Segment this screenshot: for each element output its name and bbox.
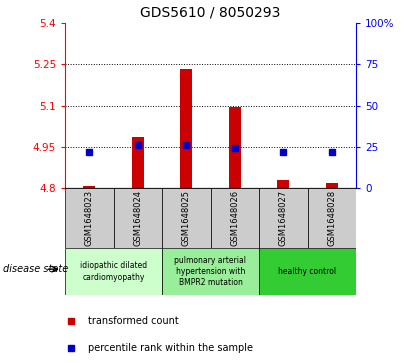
Text: transformed count: transformed count (88, 316, 178, 326)
Text: GSM1648027: GSM1648027 (279, 190, 288, 246)
Text: healthy control: healthy control (278, 267, 337, 276)
Text: GSM1648024: GSM1648024 (133, 190, 142, 246)
Bar (83, 186, 95, 188)
Text: percentile rank within the sample: percentile rank within the sample (88, 343, 253, 353)
Bar (259, 248, 356, 295)
Bar (229, 107, 241, 188)
Text: GSM1648026: GSM1648026 (230, 190, 239, 246)
Text: GSM1648025: GSM1648025 (182, 190, 191, 246)
Bar (307, 188, 356, 248)
Title: GDS5610 / 8050293: GDS5610 / 8050293 (140, 5, 281, 19)
Bar (132, 137, 144, 188)
Bar (326, 183, 338, 188)
Text: pulmonary arterial
hypertension with
BMPR2 mutation: pulmonary arterial hypertension with BMP… (175, 256, 247, 287)
Bar (210, 188, 259, 248)
Bar (180, 69, 192, 188)
Bar (162, 248, 259, 295)
Text: idiopathic dilated
cardiomyopathy: idiopathic dilated cardiomyopathy (80, 261, 147, 282)
Text: disease state: disease state (3, 264, 69, 274)
Bar (113, 188, 162, 248)
Bar (65, 188, 113, 248)
Text: GSM1648023: GSM1648023 (85, 190, 94, 246)
Bar (65, 248, 162, 295)
Text: GSM1648028: GSM1648028 (327, 190, 336, 246)
Bar (162, 188, 210, 248)
Bar (277, 180, 289, 188)
Bar (259, 188, 307, 248)
